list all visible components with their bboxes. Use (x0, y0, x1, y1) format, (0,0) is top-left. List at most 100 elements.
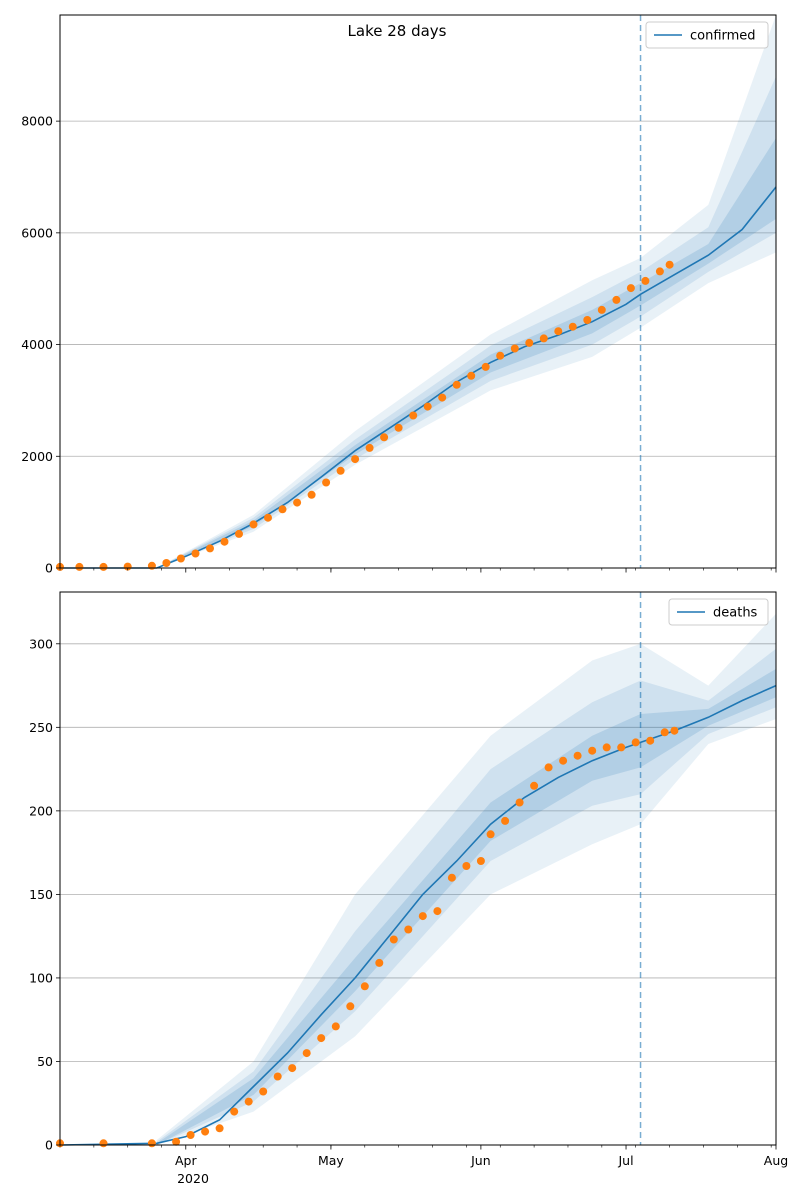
observed-point (264, 513, 272, 522)
observed-point (288, 1064, 297, 1073)
observed-point (423, 402, 432, 411)
confirmed-x-ticks (59, 568, 777, 573)
observed-point (409, 411, 418, 420)
observed-point (544, 763, 553, 772)
observed-point (259, 1087, 268, 1096)
observed-point (147, 1139, 156, 1148)
observed-point (452, 380, 461, 389)
observed-point (147, 561, 156, 570)
observed-point (99, 1139, 108, 1148)
observed-point (273, 1072, 282, 1081)
deaths-panel: 0 50 100 150 200 250 300 Apr May Jun Jul Aug death… (29, 591, 788, 1186)
observed-point (447, 873, 456, 882)
x-tick-label: Jul (617, 1153, 633, 1168)
legend-label: deaths (713, 606, 758, 621)
observed-point (176, 554, 185, 563)
observed-point (665, 260, 674, 269)
observed-point (186, 1131, 195, 1139)
confirmed-panel: 0 2000 4000 6000 8000 confirmed Lake 28 days (21, 14, 777, 576)
legend-label: confirmed (690, 29, 756, 44)
confirmed-legend: confirmed (645, 21, 769, 49)
x-tick-label: Aug (764, 1153, 788, 1168)
deaths-y-ticks: 0 50 100 150 200 250 300 (29, 636, 60, 1153)
observed-point (481, 362, 490, 371)
deaths-axes (59, 591, 777, 1146)
observed-point (394, 423, 403, 432)
observed-point (278, 505, 287, 514)
observed-point (302, 1049, 311, 1058)
observed-point (191, 549, 200, 558)
observed-point (375, 958, 384, 967)
x-tick-label: Apr (175, 1153, 197, 1168)
band-middle (156, 648, 777, 1145)
observed-point (462, 862, 471, 870)
observed-point (496, 351, 505, 360)
legend-box (645, 21, 769, 49)
observed-point (438, 393, 447, 402)
observed-point (539, 334, 548, 343)
observed-point (510, 344, 519, 353)
y-tick-label: 150 (29, 887, 53, 902)
deaths-x-ticks: Apr May Jun Jul Aug (59, 1145, 788, 1168)
observed-point (244, 1097, 253, 1106)
observed-point (655, 267, 664, 276)
observed-point (123, 562, 132, 571)
axes-frame (59, 591, 777, 1146)
observed-point (346, 1002, 355, 1011)
confirmed-grid (60, 120, 776, 457)
y-tick-label: 0 (45, 1138, 53, 1153)
observed-point (307, 490, 316, 499)
observed-point (220, 537, 229, 546)
y-tick-label: 2000 (21, 449, 53, 464)
band-outer (156, 15, 777, 568)
observed-point (331, 1022, 340, 1031)
observed-point (380, 433, 389, 442)
observed-point (530, 781, 539, 790)
confirmed-points (56, 260, 674, 571)
y-tick-label: 0 (45, 561, 53, 576)
observed-point (646, 736, 655, 745)
observed-point (612, 295, 621, 304)
y-tick-label: 250 (29, 720, 53, 735)
observed-point (486, 830, 495, 839)
y-tick-label: 50 (37, 1054, 53, 1069)
observed-point (404, 925, 413, 934)
observed-point (631, 738, 640, 747)
y-tick-label: 200 (29, 803, 53, 818)
confirmed-y-ticks: 0 2000 4000 6000 8000 (21, 114, 60, 576)
observed-point (641, 276, 650, 285)
observed-point (573, 751, 582, 760)
observed-point (215, 1124, 224, 1133)
observed-point (515, 798, 524, 807)
y-tick-label: 8000 (21, 114, 53, 129)
observed-point (336, 466, 345, 475)
observed-point (230, 1107, 239, 1116)
observed-point (597, 305, 606, 314)
observed-point (389, 935, 398, 944)
x-tick-label: May (318, 1153, 344, 1168)
observed-point (588, 746, 597, 755)
observed-point (525, 338, 534, 347)
observed-point (99, 562, 108, 571)
confirmed-bands (156, 15, 777, 569)
observed-point (365, 443, 374, 452)
observed-point (670, 726, 679, 735)
observed-point (476, 857, 485, 865)
y-tick-label: 4000 (21, 337, 53, 352)
observed-point (322, 478, 331, 487)
observed-point (162, 559, 171, 567)
y-tick-label: 300 (29, 636, 53, 651)
y-tick-label: 100 (29, 970, 53, 985)
observed-point (172, 1137, 181, 1146)
observed-point (617, 743, 626, 752)
observed-point (360, 982, 369, 991)
observed-point (501, 816, 510, 825)
x-year-label: 2020 (177, 1171, 209, 1186)
y-tick-label: 6000 (21, 225, 53, 240)
observed-point (433, 907, 442, 916)
observed-point (554, 327, 563, 336)
deaths-grid (60, 643, 776, 1062)
x-tick-label: Jun (470, 1153, 491, 1168)
observed-point (418, 912, 427, 921)
